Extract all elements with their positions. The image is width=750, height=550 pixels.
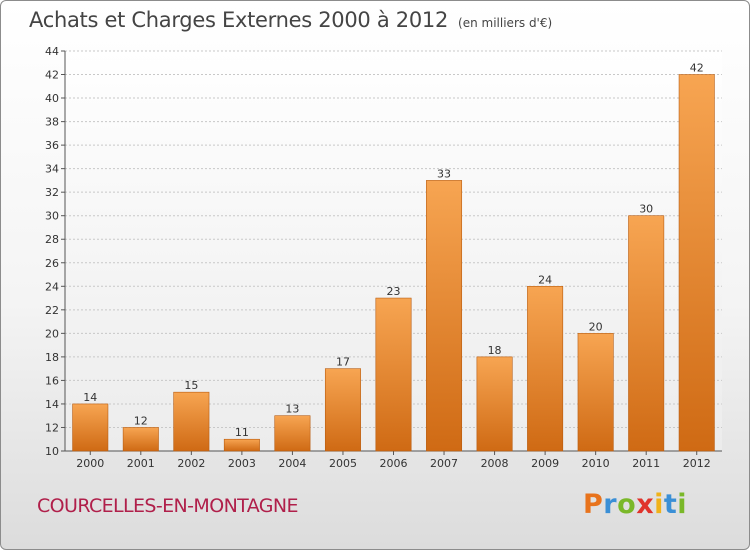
- bar-2006: [375, 297, 412, 452]
- x-tick-label-2002: 2002: [177, 457, 205, 470]
- data-label-2002: 15: [184, 379, 198, 392]
- y-tick-label: 20: [45, 327, 59, 340]
- data-labels: 14 12 15 11 13 17 23 33 18 24 20 30 42: [83, 62, 703, 440]
- bar-2007: [426, 180, 463, 452]
- bar-2000: [72, 403, 109, 452]
- y-tick-label: 38: [45, 116, 59, 129]
- proxiti-logo[interactable]: Proxiti: [583, 489, 687, 520]
- data-label-2001: 12: [134, 414, 148, 427]
- y-tick-label: 12: [45, 421, 59, 434]
- logo-letter: P: [583, 489, 604, 520]
- data-label-2003: 11: [235, 426, 249, 439]
- y-tick-label: 28: [45, 233, 59, 246]
- x-tick-label-2000: 2000: [76, 457, 104, 470]
- bar-2012: [678, 74, 715, 452]
- y-tick-label: 22: [45, 304, 59, 317]
- logo-letter: i: [677, 489, 688, 520]
- y-tick-label: 40: [45, 92, 59, 105]
- data-label-2009: 24: [538, 273, 552, 286]
- x-tick-label-2011: 2011: [632, 457, 660, 470]
- bar-2001: [122, 427, 159, 452]
- x-tick-label-2010: 2010: [582, 457, 610, 470]
- x-tick-label-2009: 2009: [531, 457, 559, 470]
- y-tick-label: 44: [45, 45, 59, 58]
- bar-2010: [577, 333, 614, 452]
- data-label-2007: 33: [437, 167, 451, 180]
- bar-2011: [628, 215, 665, 452]
- x-tick-label-2003: 2003: [228, 457, 256, 470]
- data-label-2004: 13: [285, 403, 299, 416]
- bar-2004: [274, 415, 311, 452]
- x-tick-label-2008: 2008: [481, 457, 509, 470]
- x-tick-label-2005: 2005: [329, 457, 357, 470]
- y-tick-label: 32: [45, 186, 59, 199]
- y-tick-label: 34: [45, 163, 59, 176]
- y-tick-labels: 10 12 14 16 18 20 22 24 26 28 30 32 34 36 38 40 42 44: [45, 45, 59, 458]
- x-tick-label-2001: 2001: [127, 457, 155, 470]
- y-tick-label: 24: [45, 280, 59, 293]
- y-tick-label: 42: [45, 69, 59, 82]
- y-tick-label: 26: [45, 257, 59, 270]
- x-tick-labels: 2000 2001 2002 2003 2004 2005 2006 2007 2008 2009…: [76, 457, 710, 470]
- data-label-2012: 42: [690, 62, 704, 75]
- data-label-2011: 30: [639, 203, 653, 216]
- bar-2009: [527, 285, 564, 452]
- data-label-2008: 18: [488, 344, 502, 357]
- chart-title: Achats et Charges Externes 2000 à 2012 (e…: [29, 8, 552, 32]
- y-tick-label: 18: [45, 351, 59, 364]
- y-tick-label: 14: [45, 398, 59, 411]
- bar-2002: [173, 391, 210, 452]
- logo-letter: r: [603, 489, 618, 520]
- data-label-2006: 23: [387, 285, 401, 298]
- x-tick-label-2006: 2006: [380, 457, 408, 470]
- x-tick-label-2012: 2012: [683, 457, 711, 470]
- x-tick-label-2004: 2004: [278, 457, 306, 470]
- bar-2003: [223, 438, 260, 452]
- y-tick-label: 30: [45, 210, 59, 223]
- data-label-2000: 14: [83, 391, 97, 404]
- y-tick-label: 16: [45, 374, 59, 387]
- bar-2005: [324, 368, 361, 452]
- bars: [72, 74, 715, 452]
- bar-2008: [476, 356, 513, 452]
- chart-subtitle: (en milliers d'€): [458, 16, 553, 30]
- logo-letter: o: [617, 489, 637, 520]
- y-tick-label: 10: [45, 445, 59, 458]
- logo-letter: i: [654, 489, 664, 520]
- chart-title-text: Achats et Charges Externes 2000 à 2012: [29, 8, 449, 32]
- y-tick-label: 36: [45, 139, 59, 152]
- logo-letter: x: [636, 489, 655, 520]
- data-label-2005: 17: [336, 356, 350, 369]
- x-tick-label-2007: 2007: [430, 457, 458, 470]
- commune-name: COURCELLES-EN-MONTAGNE: [37, 495, 299, 517]
- logo-letter: t: [663, 489, 678, 520]
- data-label-2010: 20: [589, 320, 603, 333]
